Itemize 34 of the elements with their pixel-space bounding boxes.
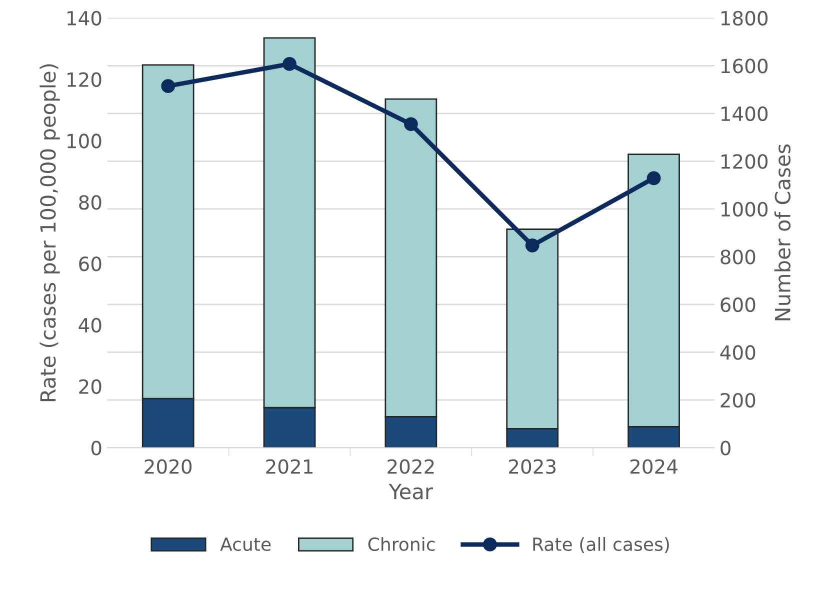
legend-label: Chronic	[368, 537, 435, 552]
x-tick-label: 2022	[388, 459, 434, 474]
y2-tick-label: 1800	[721, 10, 768, 26]
legend-label: Rate (all cases)	[533, 537, 669, 554]
x-tick-label: 2021	[266, 459, 312, 474]
y2-axis-title: Number of Cases	[774, 144, 791, 320]
y-tick-label: 20	[79, 379, 102, 394]
y2-tick-label: 600	[720, 297, 756, 312]
y-tick-label: 0	[91, 440, 102, 456]
y-tick-label: 100	[68, 134, 102, 148]
point	[646, 171, 661, 186]
y-tick-label: 120	[68, 72, 102, 87]
y-tick-label: 40	[78, 318, 102, 333]
point	[404, 117, 418, 132]
x-tick-label: 2024	[630, 459, 678, 474]
legend-label: Acute	[220, 538, 271, 552]
y2-tick-label: 1000	[721, 202, 768, 217]
y2-tick-label: 1200	[721, 154, 768, 169]
y2-tick-label: 0	[720, 440, 730, 456]
x-tick-label: 2023	[509, 459, 556, 474]
y2-tick-label: 800	[720, 250, 756, 264]
x-tick-label: 2020	[144, 459, 192, 474]
y-tick-label: 140	[68, 10, 102, 26]
y-tick-label: 80	[79, 195, 102, 210]
x-axis-title: Year	[388, 484, 433, 500]
point	[282, 57, 296, 71]
point	[161, 79, 176, 94]
y-tick-label: 60	[79, 256, 102, 272]
y2-tick-label: 1600	[721, 58, 768, 74]
y2-tick-label: 1400	[721, 106, 768, 122]
y-axis-title: Rate (cases per 100,000 people)	[40, 64, 60, 402]
y2-tick-label: 400	[720, 345, 756, 360]
point	[525, 238, 540, 252]
y2-tick-label: 200	[720, 392, 756, 408]
